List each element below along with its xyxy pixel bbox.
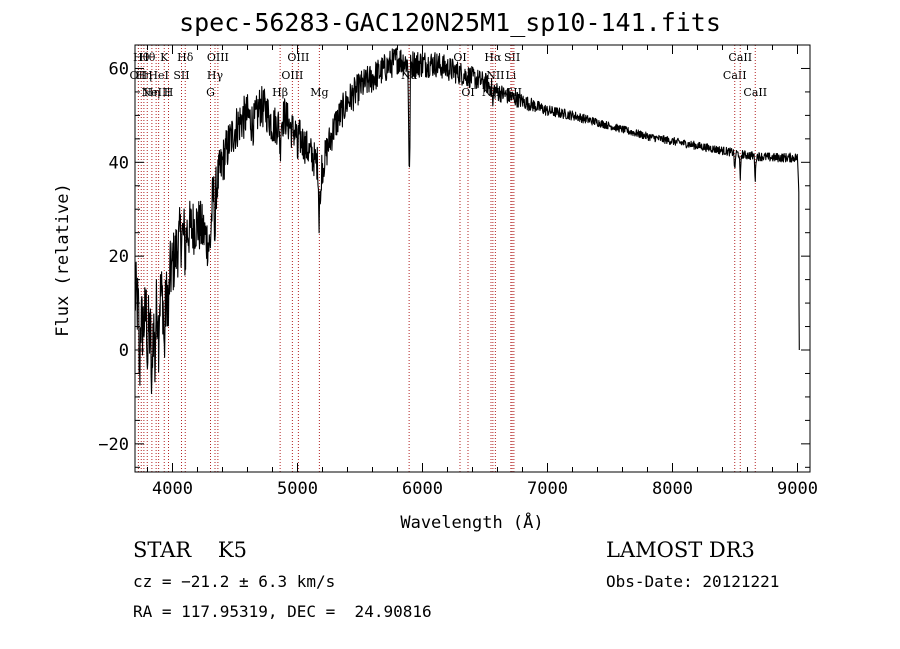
line-marker-label-20: OI — [461, 86, 474, 99]
line-marker-label-27: CaII — [723, 69, 747, 82]
line-marker-label-17: Mg — [310, 86, 328, 99]
line-marker-label-19: OI — [453, 51, 466, 64]
object-class: STAR K5 — [133, 538, 247, 562]
x-tick-label-6000: 6000 — [402, 479, 443, 499]
line-marker-label-29: CaII — [743, 86, 767, 99]
line-marker-label-9: SII — [173, 69, 189, 82]
y-tick-label-40: 40 — [109, 153, 129, 173]
series-layer — [134, 47, 800, 395]
chart-title: spec-56283-GAC120N25M1_sp10-141.fits — [179, 8, 721, 37]
line-marker-label-25: SII — [504, 51, 520, 64]
obs-date: Obs-Date: 20121221 — [606, 572, 780, 591]
line-marker-label-11: G — [206, 86, 215, 99]
line-marker-label-5: NeIII — [142, 86, 171, 99]
line-marker-label-6: HeI — [148, 69, 168, 82]
line-marker-label-7: K — [160, 51, 169, 64]
x-tick-label-5000: 5000 — [277, 479, 318, 499]
y-axis-label: Flux (relative) — [53, 183, 73, 337]
line-marker-label-15: OIII — [281, 69, 303, 82]
coordinates: RA = 117.95319, DEC = 24.90816 — [133, 602, 432, 621]
axes-layer: 4000 5000 6000 7000 8000 9000 −20 0 20 40 60 — [98, 44, 818, 499]
x-tick-label-9000: 9000 — [777, 479, 818, 499]
redshift-text: cz = −21.2 ± 6.3 km/s — [133, 572, 336, 591]
line-marker-label-10: Hδ — [177, 51, 194, 64]
survey-name: LAMOST DR3 — [606, 538, 755, 562]
spectrum-line — [134, 47, 800, 395]
y-tick-label-20: 20 — [109, 247, 129, 267]
line-marker-label-14: Hβ — [272, 86, 288, 99]
line-marker-label-3: Hθ — [139, 51, 156, 64]
line-marker-label-4: Hη — [144, 86, 160, 99]
x-tick-label-7000: 7000 — [527, 479, 568, 499]
line-marker-label-1: Hθ — [133, 51, 150, 64]
line-marker-label-24: Li — [505, 69, 516, 82]
line-marker-label-0: OII — [130, 69, 148, 82]
x-tick-label-8000: 8000 — [652, 479, 693, 499]
x-axis-label: Wavelength (Å) — [400, 511, 543, 533]
x-tick-label-4000: 4000 — [152, 479, 193, 499]
line-marker-label-28: CaII — [728, 51, 752, 64]
line-marker-label-2: Hη — [136, 69, 152, 82]
y-tick-label-60: 60 — [109, 59, 129, 79]
line-marker-label-13: OIII — [207, 51, 229, 64]
line-marker-label-23: NII — [486, 69, 504, 82]
y-tick-label--20: −20 — [98, 435, 129, 455]
line-marker-label-12: Hγ — [207, 69, 224, 82]
line-marker-label-16: OIII — [287, 51, 309, 64]
y-tick-label-0: 0 — [119, 341, 129, 361]
line-marker-layer: OIIHθHηHθHηNeIIIHeIKHSIIHδGHγOIIIHβOIIIO… — [130, 45, 767, 472]
line-marker-label-8: H — [164, 86, 174, 99]
line-marker-label-22: Hα — [484, 51, 502, 64]
